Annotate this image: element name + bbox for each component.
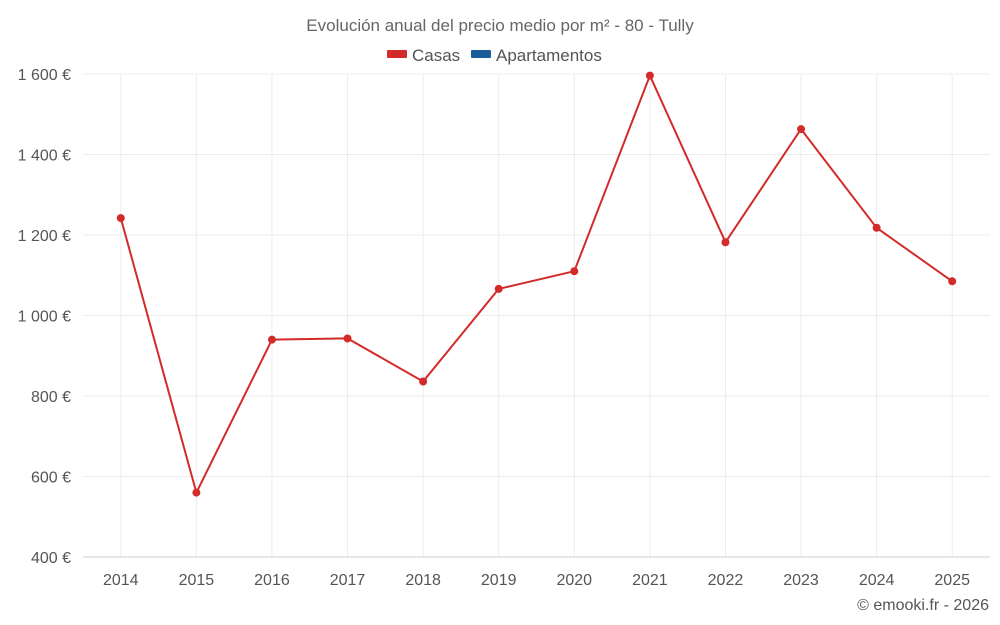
chart-title: Evolución anual del precio medio por m² …: [306, 16, 694, 35]
legend-swatch-casas: [387, 50, 407, 58]
y-tick-label: 1 000 €: [18, 309, 71, 326]
y-axis-ticks: 400 € 600 € 800 € 1 000 € 1 200 € 1 400 € 1 60…: [18, 67, 71, 567]
data-point-2022[interactable]: [721, 238, 730, 247]
series-casas: [116, 71, 957, 497]
x-tick-label: 2014: [103, 572, 139, 589]
x-tick-label: 2019: [481, 572, 517, 589]
y-tick-label: 800 €: [31, 389, 71, 406]
series-line-casas: [119, 74, 953, 494]
x-axis-ticks: 2014 2015 2016 2017 2018 2019 2020 2021 2022 2023…: [103, 572, 970, 589]
y-tick-label: 1 200 €: [18, 228, 71, 245]
data-point-2019[interactable]: [494, 284, 503, 293]
legend-item-casas[interactable]: Casas: [387, 46, 460, 65]
x-tick-label: 2018: [405, 572, 441, 589]
x-tick-label: 2017: [330, 572, 366, 589]
x-gridlines: [120, 74, 953, 557]
data-point-2021[interactable]: [645, 71, 654, 80]
data-point-2016[interactable]: [267, 335, 276, 344]
data-point-2014[interactable]: [116, 214, 125, 223]
data-point-2017[interactable]: [343, 334, 352, 343]
x-tick-label: 2016: [254, 572, 290, 589]
y-gridlines: [83, 73, 990, 477]
legend-label-apartamentos: Apartamentos: [496, 46, 602, 65]
y-tick-label: 400 €: [31, 550, 71, 567]
legend: Casas Apartamentos: [387, 46, 602, 65]
legend-swatch-apartamentos: [471, 50, 491, 58]
data-point-2020[interactable]: [570, 267, 579, 276]
credit-text: © emooki.fr - 2026: [857, 597, 989, 614]
data-point-2024[interactable]: [872, 223, 881, 232]
data-point-2018[interactable]: [419, 377, 428, 386]
y-tick-label: 1 400 €: [18, 148, 71, 165]
x-tick-label: 2023: [783, 572, 819, 589]
data-point-2023[interactable]: [797, 125, 806, 134]
data-point-2015[interactable]: [192, 488, 201, 497]
x-tick-label: 2024: [859, 572, 895, 589]
legend-item-apartamentos[interactable]: Apartamentos: [471, 46, 602, 65]
y-tick-label: 600 €: [31, 470, 71, 487]
x-tick-label: 2025: [934, 572, 970, 589]
x-tick-label: 2015: [179, 572, 215, 589]
x-tick-label: 2020: [556, 572, 592, 589]
legend-label-casas: Casas: [412, 46, 460, 65]
x-tick-label: 2021: [632, 572, 668, 589]
data-point-2025[interactable]: [948, 277, 957, 286]
y-tick-label: 1 600 €: [18, 67, 71, 84]
x-tick-label: 2022: [708, 572, 744, 589]
